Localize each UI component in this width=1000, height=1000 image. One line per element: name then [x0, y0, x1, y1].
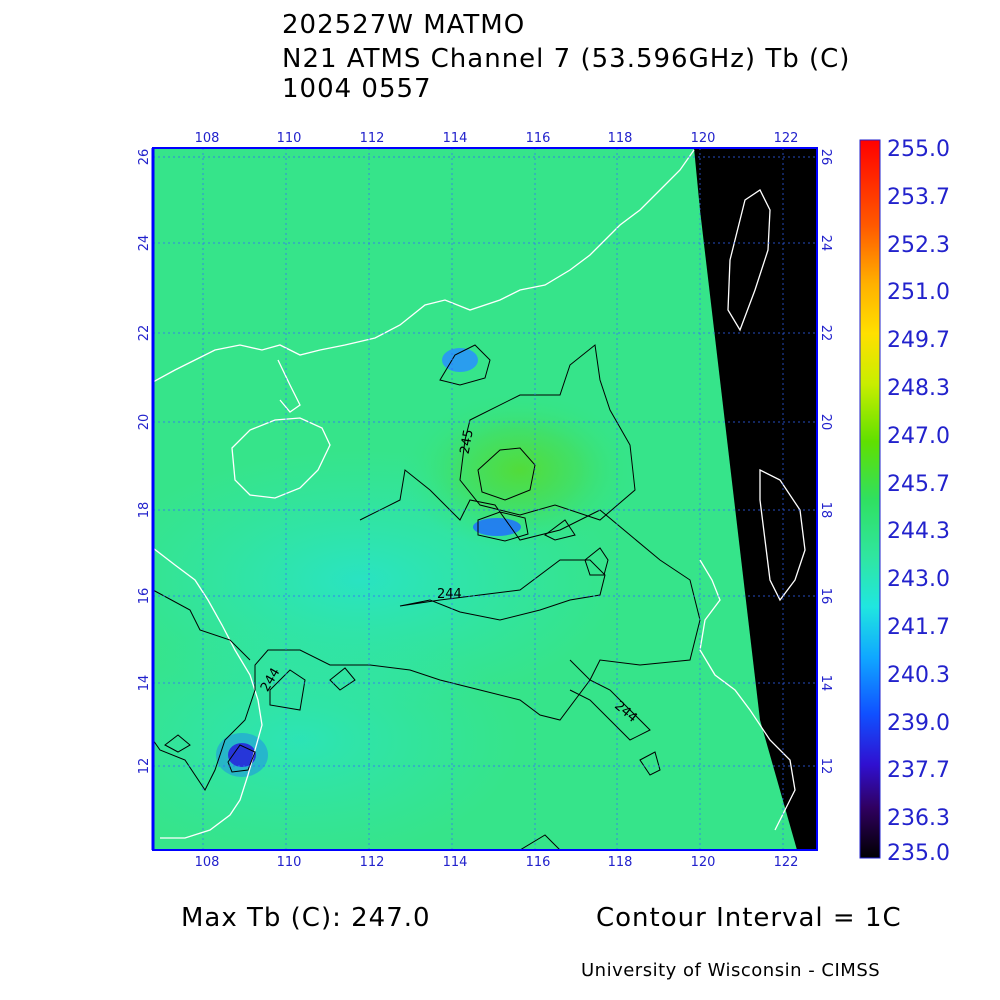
lon-bottom-116: 116: [526, 855, 551, 870]
lon-bottom-120: 120: [691, 855, 716, 870]
lat-right-14: 14: [818, 675, 833, 692]
contour-label-245: 245: [458, 428, 477, 455]
lon-bottom-122: 122: [774, 855, 799, 870]
contour-interval-text: Contour Interval = 1C: [596, 903, 902, 933]
colorbar-label: 237.7: [887, 758, 950, 783]
credit-text: University of Wisconsin - CIMSS: [581, 960, 881, 981]
colorbar-label: 245.7: [887, 472, 950, 497]
colorbar-label: 235.0: [887, 841, 950, 866]
colorbar-label: 239.0: [887, 711, 950, 736]
lon-top-118: 118: [608, 131, 633, 146]
contour-244-b: [399, 559, 606, 621]
lon-bottom-114: 114: [443, 855, 468, 870]
colorbar-label: 240.3: [887, 663, 950, 688]
title-channel: N21 ATMS Channel 7 (53.596GHz) Tb (C): [282, 44, 851, 74]
map-field: 245 244 244 244: [153, 148, 817, 850]
lat-right-16: 16: [818, 588, 833, 605]
coastlines: [153, 149, 806, 839]
colorbar-label: 252.3: [887, 233, 950, 258]
graticule: [153, 148, 817, 850]
colorbar: [859, 139, 881, 859]
colorbar-label: 253.7: [887, 185, 950, 210]
colorbar-label: 244.3: [887, 519, 950, 544]
lat-right-22: 22: [818, 325, 833, 342]
contours: [153, 344, 701, 850]
lat-left-14: 14: [137, 675, 152, 692]
colorbar-label: 249.7: [887, 328, 950, 353]
colorbar-labels: 255.0 253.7 252.3 251.0 249.7 248.3 247.…: [887, 137, 950, 866]
colorbar-label: 243.0: [887, 567, 950, 592]
lon-bottom-110: 110: [277, 855, 302, 870]
lat-left-18: 18: [137, 502, 152, 519]
max-tb-text: Max Tb (C): 247.0: [181, 903, 431, 933]
lat-left-26: 26: [137, 149, 152, 166]
contour-label-244-a: 244: [437, 587, 462, 602]
lon-top-108: 108: [195, 131, 220, 146]
no-data-swath: [694, 148, 817, 850]
lon-bottom-112: 112: [360, 855, 385, 870]
lon-top-116: 116: [526, 131, 551, 146]
title-storm: 202527W MATMO: [282, 10, 526, 40]
lon-top-110: 110: [277, 131, 302, 146]
lat-left-24: 24: [137, 235, 152, 252]
title-datetime: 1004 0557: [282, 74, 432, 104]
contour-245: [459, 344, 636, 521]
lat-left-22: 22: [137, 325, 152, 342]
lon-top-112: 112: [360, 131, 385, 146]
colorbar-label: 247.0: [887, 424, 950, 449]
lat-right-20: 20: [818, 414, 833, 431]
lat-right-12: 12: [818, 758, 833, 775]
lon-bottom-108: 108: [195, 855, 220, 870]
colorbar-label: 251.0: [887, 280, 950, 305]
colorbar-label: 248.3: [887, 376, 950, 401]
cool-region-south: [153, 620, 520, 850]
lon-top-120: 120: [691, 131, 716, 146]
lat-left-20: 20: [137, 414, 152, 431]
lat-right-18: 18: [818, 502, 833, 519]
contour-244-a: [153, 469, 701, 791]
lat-left-12: 12: [137, 758, 152, 775]
lon-top-114: 114: [443, 131, 468, 146]
colorbar-label: 255.0: [887, 137, 950, 162]
lat-right-24: 24: [818, 235, 833, 252]
lon-bottom-118: 118: [608, 855, 633, 870]
lat-right-26: 26: [818, 149, 833, 166]
lon-top-122: 122: [774, 131, 799, 146]
cold-spot-north: [442, 348, 478, 372]
lat-left-16: 16: [137, 588, 152, 605]
colorbar-label: 241.7: [887, 615, 950, 640]
colorbar-label: 236.3: [887, 806, 950, 831]
cold-spot-center: [473, 518, 521, 536]
